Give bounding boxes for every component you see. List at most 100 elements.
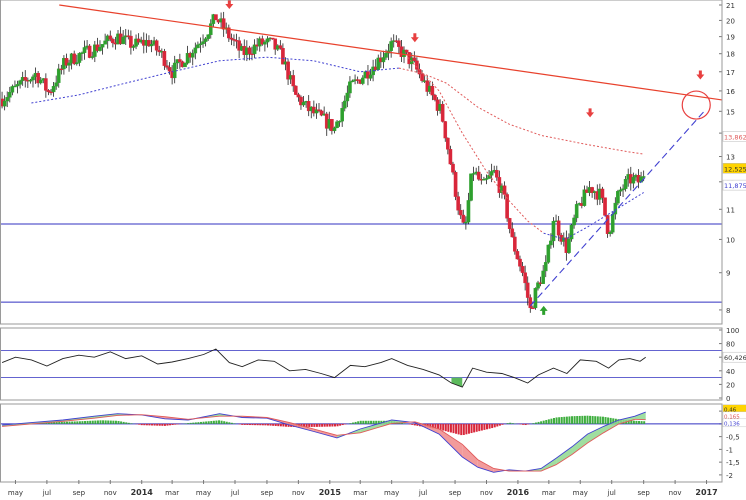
value-tag-label: 0,46 xyxy=(724,407,737,413)
candle-body xyxy=(229,37,234,40)
histogram-bar xyxy=(367,420,370,424)
histogram-bar xyxy=(138,423,141,425)
histogram-bar xyxy=(573,416,576,424)
histogram-bar xyxy=(192,422,195,424)
candle-body xyxy=(458,210,463,216)
candle-body xyxy=(203,38,208,42)
candle-body xyxy=(291,75,296,87)
candle-body xyxy=(162,51,167,66)
candle-body xyxy=(15,84,20,87)
candle-body xyxy=(482,179,486,181)
histogram-bar xyxy=(163,423,166,426)
candle-body xyxy=(525,282,530,298)
histogram-bar xyxy=(640,421,643,424)
candle-body xyxy=(103,40,107,45)
histogram-bar xyxy=(627,420,630,424)
down-arrow-icon xyxy=(696,70,705,80)
candle-body xyxy=(64,58,69,66)
x-tick-label: jul xyxy=(607,489,616,497)
macd-signal-fill xyxy=(587,426,604,443)
histogram-bar xyxy=(488,423,491,429)
histogram-bar xyxy=(45,422,48,424)
candle-body xyxy=(464,221,468,224)
histogram-bar xyxy=(259,423,262,426)
histogram-bar xyxy=(174,423,177,425)
candle-body xyxy=(469,173,473,201)
candle-body xyxy=(505,194,509,219)
histogram-bar xyxy=(447,423,450,432)
histogram-bar xyxy=(576,416,579,424)
candle-body xyxy=(250,53,254,56)
histogram-bar xyxy=(122,421,125,424)
candle-body xyxy=(389,41,393,51)
candle-body xyxy=(178,59,182,62)
candle-body xyxy=(44,78,48,91)
candle-body xyxy=(167,67,172,72)
oscillator-frame xyxy=(0,327,723,401)
histogram-bar xyxy=(107,420,110,424)
candle-body xyxy=(502,185,507,195)
histogram-bar xyxy=(148,423,151,426)
histogram-bar xyxy=(478,423,481,432)
candle-body xyxy=(13,85,17,88)
histogram-bar xyxy=(552,418,555,424)
histogram-bar xyxy=(431,423,434,429)
price-tag xyxy=(722,179,746,191)
candle-body xyxy=(448,149,453,165)
candle-body xyxy=(590,187,594,193)
candle-body xyxy=(546,244,551,263)
histogram-bar xyxy=(63,421,66,424)
candle-body xyxy=(281,48,285,65)
candle-body xyxy=(523,272,527,284)
histogram-bar xyxy=(547,419,550,424)
candle-body xyxy=(456,196,460,211)
candle-body xyxy=(335,121,339,128)
x-tick-label: sep xyxy=(261,489,274,497)
histogram-bar xyxy=(359,420,362,424)
x-tick-label: nov xyxy=(104,489,117,497)
histogram-bar xyxy=(310,423,313,427)
candle-body xyxy=(332,127,337,132)
histogram-bar xyxy=(594,416,597,424)
histogram-bar xyxy=(403,423,406,424)
histogram-bar xyxy=(169,423,172,426)
histogram-bar xyxy=(509,422,512,424)
candle-body xyxy=(536,282,540,289)
histogram-bar xyxy=(452,423,455,434)
candle-body xyxy=(149,44,154,47)
y-tick-label: 8 xyxy=(726,307,730,315)
resistance-trendline xyxy=(59,4,723,101)
histogram-bar xyxy=(65,421,68,424)
histogram-bar xyxy=(437,423,440,430)
macd-signal-fill xyxy=(556,446,573,465)
macd-frame xyxy=(0,403,723,483)
candle-body xyxy=(348,81,352,94)
histogram-bar xyxy=(632,420,635,424)
histogram-bar xyxy=(483,423,486,430)
histogram-bar xyxy=(248,423,251,426)
y-tick-label: 16 xyxy=(726,88,735,96)
histogram-bar xyxy=(73,421,76,424)
histogram-bar xyxy=(534,422,537,424)
histogram-bar xyxy=(635,420,638,424)
histogram-bar xyxy=(50,422,53,424)
histogram-bar xyxy=(344,423,347,425)
value-tag-label: 0,136 xyxy=(724,421,740,427)
histogram-bar xyxy=(555,417,558,424)
x-tick-label: mar xyxy=(353,489,367,497)
histogram-bar xyxy=(630,420,633,424)
histogram-bar xyxy=(269,423,272,426)
candle-body xyxy=(296,94,301,98)
candle-body xyxy=(543,262,548,272)
candle-body xyxy=(621,188,625,191)
histogram-bar xyxy=(326,423,329,427)
candle-body xyxy=(616,191,620,204)
histogram-bar xyxy=(444,423,447,432)
histogram-bar xyxy=(416,423,419,426)
histogram-bar xyxy=(202,421,205,424)
histogram-bar xyxy=(643,421,646,424)
y-tick-label: 17 xyxy=(726,69,735,77)
price-panel: 8910111213141516171819202113,86212,52511… xyxy=(0,0,746,315)
candle-body xyxy=(59,68,64,71)
histogram-bar xyxy=(586,415,589,424)
